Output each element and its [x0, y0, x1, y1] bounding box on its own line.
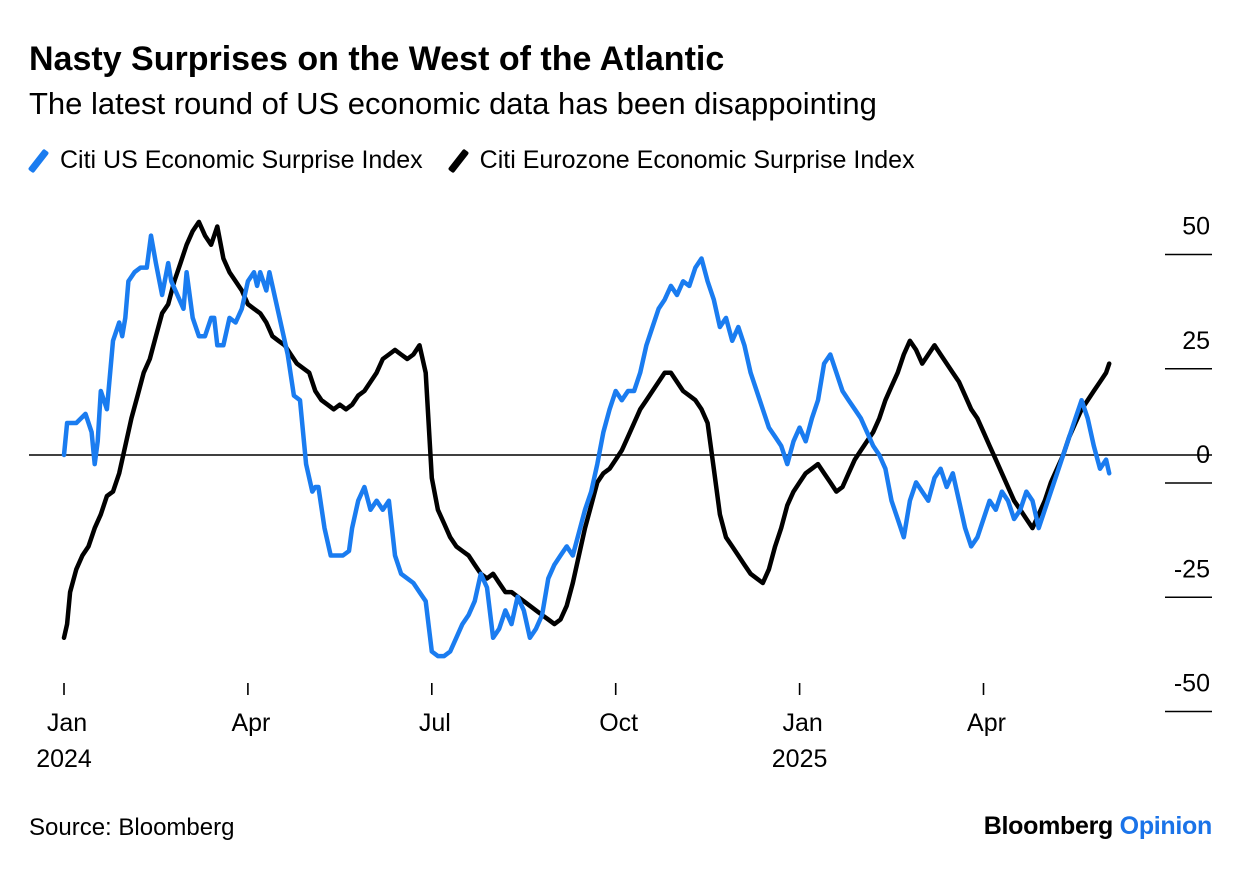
- brand-suffix: Opinion: [1119, 812, 1213, 840]
- axes: 50 25 0 -25 -50 Jan 2024 Apr Jul Oct Jan 2025 Apr: [29, 213, 1212, 773]
- x-tick-label: Oct: [599, 709, 638, 737]
- x-tick-label: Jul: [419, 709, 451, 737]
- y-tick-label: 25: [1182, 327, 1210, 355]
- y-tick-label: 0: [1196, 441, 1210, 469]
- legend-label-eurozone: Citi Eurozone Economic Surprise Index: [479, 146, 915, 174]
- brand-name: Bloomberg: [983, 812, 1114, 840]
- legend-item-eurozone: Citi Eurozone Economic Surprise Index: [447, 146, 915, 175]
- source-note: Source: Bloomberg: [29, 814, 235, 841]
- legend-item-us: Citi US Economic Surprise Index: [27, 146, 423, 175]
- legend-label-us: Citi US Economic Surprise Index: [60, 146, 423, 174]
- series-line-us: [61, 233, 1112, 659]
- x-tick-year-label: 2024: [36, 745, 92, 773]
- y-tick-label: -25: [1174, 555, 1210, 583]
- x-tick-label: Jan: [782, 709, 822, 737]
- x-tick-label: Apr: [967, 709, 1006, 737]
- x-tick-label: Apr: [231, 709, 270, 737]
- brand-logo: Bloomberg Opinion: [983, 812, 1213, 841]
- x-tick-year-label: 2025: [772, 745, 828, 773]
- y-tick-label: -50: [1174, 670, 1210, 698]
- legend: Citi US Economic Surprise Index Citi Eur…: [27, 146, 941, 175]
- series-lines: [61, 219, 1112, 659]
- chart-subtitle: The latest round of US economic data has…: [29, 86, 877, 121]
- x-tick-label: Jan: [47, 709, 87, 737]
- series-line-eurozone: [61, 219, 1112, 641]
- y-tick-label: 50: [1182, 213, 1210, 241]
- chart-title: Nasty Surprises on the West of the Atlan…: [29, 40, 725, 78]
